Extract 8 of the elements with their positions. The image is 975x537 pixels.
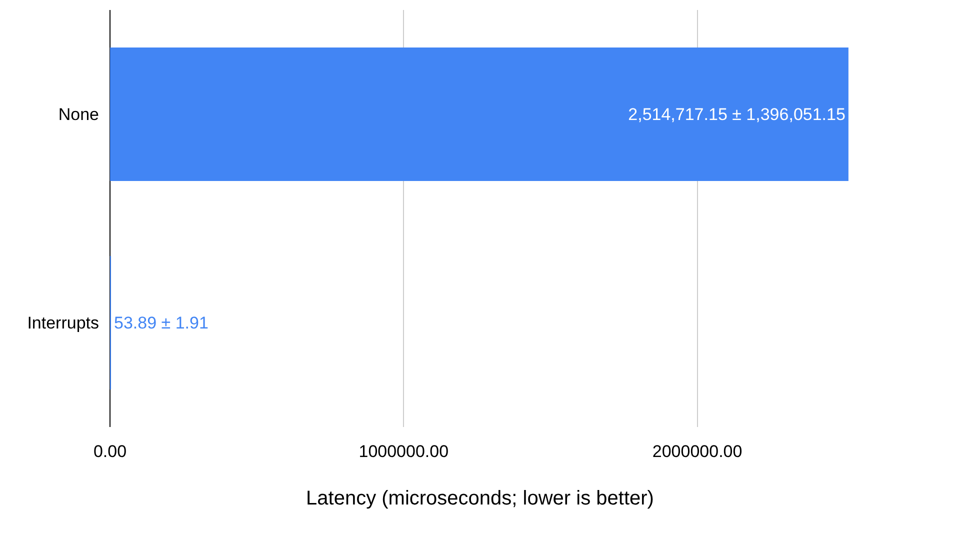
y-tick-label: None [58,105,99,124]
x-tick-label: 1000000.00 [358,442,449,461]
x-tick-label: 2000000.00 [652,442,742,461]
x-tick-label: 0.00 [93,442,127,461]
x-axis-title: Latency (microseconds; lower is better) [306,488,654,510]
data-label: 2,514,717.15 ± 1,396,051.15 [628,104,846,124]
data-label: 53.89 ± 1.91 [114,313,208,332]
y-tick-label: Interrupts [27,314,99,333]
